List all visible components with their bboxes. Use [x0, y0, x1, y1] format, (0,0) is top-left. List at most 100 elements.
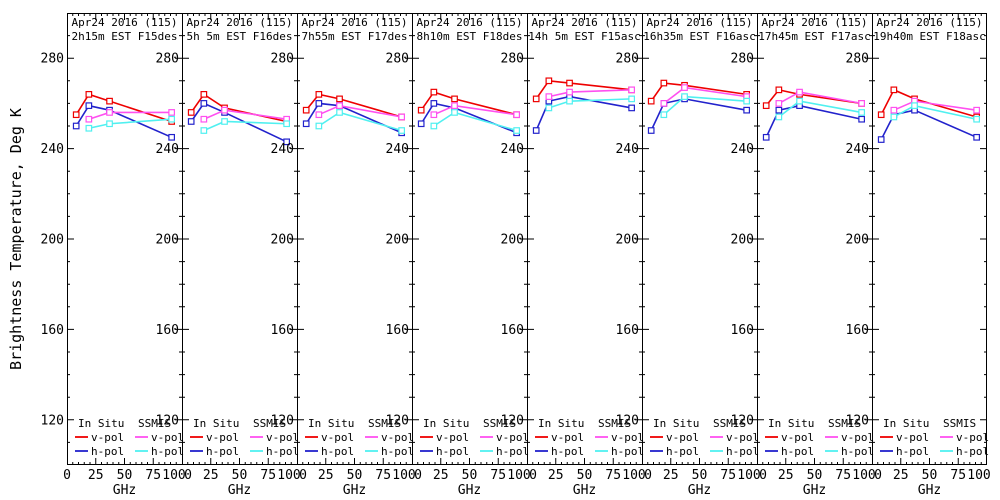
legend-label-insitu_v: v-pol [666, 431, 699, 444]
series-ssmis_h [85, 115, 176, 132]
legend-label-ssmis_v: v-pol [956, 431, 989, 444]
series-line [650, 98, 747, 131]
data-point-marker [858, 109, 866, 116]
x-tick-label: 0 [63, 468, 71, 483]
data-point-marker [775, 86, 783, 94]
legend-label-ssmis_v: v-pol [726, 431, 759, 444]
x-tick-label: 25 [548, 468, 564, 483]
series-ssmis_h [890, 102, 981, 123]
series-line [203, 109, 287, 121]
x-tick-label: 75 [950, 468, 966, 483]
series-line [778, 100, 862, 118]
panel-title-pass: 5h 5m EST F16des [187, 30, 293, 43]
data-point-marker [168, 115, 176, 123]
data-point-marker [106, 109, 113, 116]
y-tick-label: 160 [501, 323, 524, 338]
x-tick-label: 75 [375, 468, 391, 483]
data-point-marker [513, 127, 521, 134]
series-line [548, 98, 632, 109]
x-tick-label: 75 [145, 468, 161, 483]
series-ssmis_v [430, 102, 521, 119]
minor-ticks [297, 13, 412, 465]
legend-group-title: SSMIS [943, 417, 976, 430]
series-line [420, 102, 517, 134]
y-tick-label: 160 [271, 323, 294, 338]
y-tick-label: 200 [501, 233, 524, 248]
series-line [663, 95, 747, 116]
x-axis-title: GHz [688, 483, 711, 498]
series-line [535, 95, 632, 131]
x-tick-label: 25 [433, 468, 449, 483]
x-tick-label: 0 [644, 468, 652, 483]
panel-1: 280 240 200 160 120 0 25 50 75 100 GHz Apr24 2016 (… [41, 13, 186, 498]
y-axis-title: Brightness Temperature, Deg K [7, 108, 25, 370]
legend-group-title: In Situ [883, 417, 929, 430]
data-point-marker [890, 113, 898, 121]
data-point-marker [336, 102, 343, 110]
data-point-marker [187, 118, 195, 125]
y-tick-label: 200 [386, 233, 409, 248]
data-point-marker [302, 120, 310, 128]
legend-label-ssmis_v: v-pol [381, 431, 414, 444]
legend-group-title: In Situ [538, 417, 584, 430]
series-ssmis_v [890, 97, 981, 114]
data-point-marker [796, 88, 803, 96]
legend-label-insitu_v: v-pol [91, 431, 124, 444]
x-tick-label: 0 [874, 468, 882, 483]
x-axis-title: GHz [918, 483, 941, 498]
x-tick-label: 50 [117, 468, 133, 483]
x-tick-label: 50 [232, 468, 248, 483]
x-tick-label: 0 [184, 468, 192, 483]
data-point-marker [85, 115, 93, 123]
x-tick-label: 50 [692, 468, 708, 483]
legend-group-title: SSMIS [828, 417, 861, 430]
series-line [75, 93, 172, 123]
data-point-marker [647, 97, 655, 105]
x-tick-label: 25 [663, 468, 679, 483]
y-tick-label: 240 [156, 142, 179, 157]
minor-ticks [412, 13, 527, 465]
major-ticks [67, 13, 182, 465]
x-tick-label: 0 [759, 468, 767, 483]
major-ticks [412, 13, 527, 465]
legend-group-title: In Situ [768, 417, 814, 430]
series-line [75, 104, 172, 139]
data-point-marker [681, 84, 688, 91]
series-line [765, 104, 862, 138]
data-point-marker [200, 91, 208, 98]
legend-label-insitu_h: h-pol [666, 445, 699, 458]
series-line [305, 102, 402, 134]
x-tick-label: 50 [462, 468, 478, 483]
legend-label-ssmis_h: h-pol [151, 445, 184, 458]
legend-label-insitu_h: h-pol [896, 445, 929, 458]
x-tick-label: 75 [260, 468, 276, 483]
data-point-marker [532, 127, 540, 134]
y-tick-label: 120 [501, 413, 524, 428]
panel-title-date: Apr24 2016 (115) [532, 16, 638, 29]
data-point-marker [545, 104, 553, 112]
legend-label-ssmis_h: h-pol [266, 445, 299, 458]
data-point-marker [532, 95, 540, 103]
series-line [535, 79, 632, 100]
series-insitu_h [762, 102, 866, 141]
legend-label-insitu_v: v-pol [321, 431, 354, 444]
legend-group-title: In Situ [193, 417, 239, 430]
x-tick-label: 25 [88, 468, 104, 483]
series-ssmis_v [315, 102, 406, 121]
data-point-marker [417, 106, 425, 114]
y-tick-label: 280 [156, 52, 179, 67]
data-point-marker [566, 97, 573, 105]
x-axis-title: GHz [803, 483, 826, 498]
series-line [305, 93, 402, 118]
y-tick-label: 120 [616, 413, 639, 428]
legend-label-ssmis_v: v-pol [841, 431, 874, 444]
legend-group-title: In Situ [653, 417, 699, 430]
y-tick-label: 160 [386, 323, 409, 338]
x-tick-label: 75 [605, 468, 621, 483]
data-point-marker [566, 88, 573, 96]
x-tick-label: 100 [622, 468, 645, 483]
panel-title-pass: 19h40m EST F18asc [873, 30, 986, 43]
